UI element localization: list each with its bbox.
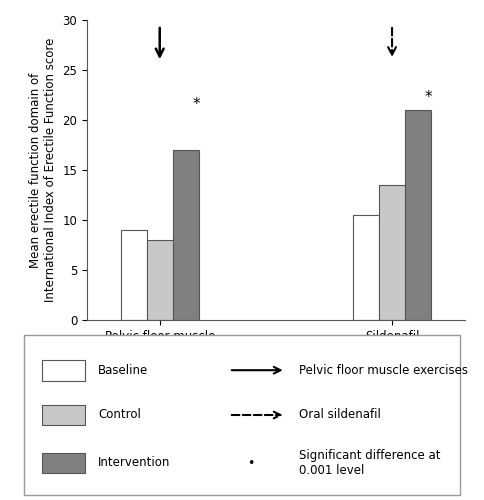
Text: Significant difference at
0.001 level: Significant difference at 0.001 level [299,449,440,477]
Bar [379,185,405,320]
Text: Oral sildenafil: Oral sildenafil [299,408,380,422]
Y-axis label: Mean erectile function domain of
International Index of Erectile Function score: Mean erectile function domain of Interna… [29,38,57,302]
FancyBboxPatch shape [24,335,460,495]
Bar [353,215,379,320]
Text: Intervention: Intervention [98,456,171,469]
Bar [42,360,85,380]
Text: *: * [424,90,432,105]
Bar [42,404,85,425]
Text: Pelvic floor muscle exercises: Pelvic floor muscle exercises [299,364,468,376]
Bar [405,110,431,320]
Bar [42,452,85,473]
Text: •: • [247,456,255,469]
Bar [147,240,173,320]
Text: *: * [192,97,200,112]
Text: Baseline: Baseline [98,364,149,376]
Bar [173,150,199,320]
Bar [121,230,147,320]
Text: Control: Control [98,408,141,422]
